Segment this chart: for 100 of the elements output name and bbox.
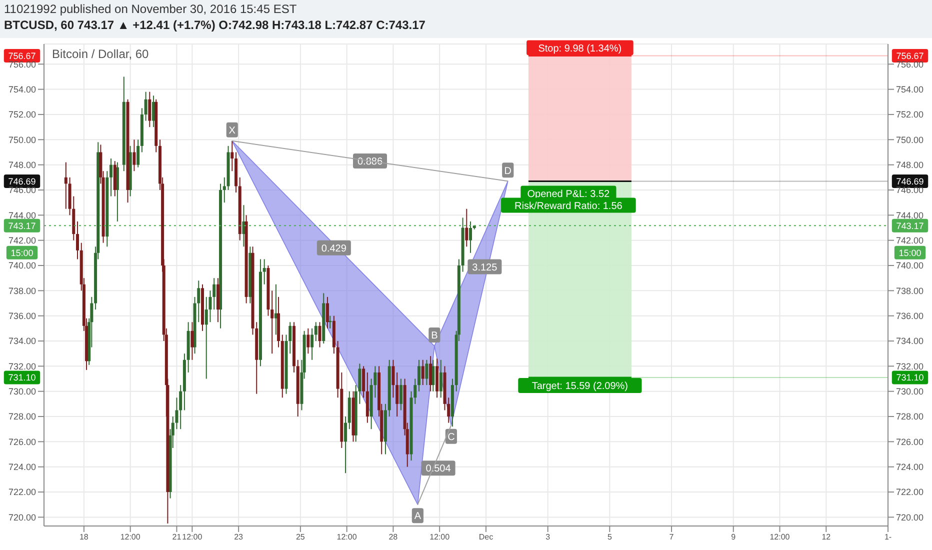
ref-line-label: 746.69 [896,176,924,187]
x-tick-label: 7 [669,532,674,542]
y2-tick-label: 726.00 [896,436,924,447]
y-tick-label: 752.00 [8,110,36,120]
candlestick [318,322,322,348]
y-tick-label: 740.00 [8,260,36,271]
text: 15:00 [898,248,922,258]
x-tick-label: 28 [388,532,398,542]
x-tick-label: 3 [546,532,551,542]
y-tick-label: 754.00 [8,84,36,94]
y-tick-label: 732.00 [8,361,36,372]
band-label: Stop: 9.98 (1.34%) [538,43,622,54]
x-tick-label: 12:00 [770,532,790,542]
annotation: A [414,511,422,522]
candlestick [230,140,234,172]
y-tick-label: 750.00 [8,134,36,145]
chart-title: Bitcoin / Dollar, 60 [52,47,150,61]
candlestick [242,204,246,248]
annotation: Opened P&L: 3.52 [527,188,610,200]
candlestick [469,220,472,254]
y2-tick-label: 736.00 [896,311,924,322]
y2-tick-label: 750.00 [896,134,924,145]
y2-tick-label: 756.00 [896,59,924,70]
x-tick-label: Dec [478,532,494,542]
y2-tick-label: 720.00 [896,512,924,522]
candlestick [392,359,395,398]
y2-tick-label: 734.00 [896,336,924,346]
annotation: 0.429 [321,243,347,254]
band-label: Target: 15.59 (2.09%) [532,381,628,392]
x-tick-label: 21 [172,532,182,542]
x-tick-label: 5 [607,532,612,542]
x-tick-label: 23 [234,532,244,542]
text: 746.69 [8,176,36,187]
text: 756.67 [8,50,36,61]
y-tick-label: 748.00 [8,160,36,170]
text: 743.17 [896,220,924,231]
y2-tick-label: 738.00 [896,286,924,296]
candlestick [314,322,318,342]
annotation: 3.125 [472,262,498,274]
candlestick [344,416,348,474]
y-tick-label: 742.00 [8,236,36,246]
candlestick [222,176,226,204]
y2-tick-label: 752.00 [896,110,924,120]
y-tick-label: 756.00 [8,59,36,70]
y2-tick-label: 724.00 [896,462,924,472]
candlestick [110,158,113,197]
y-tick-label: 722.00 [8,487,36,498]
candlestick [396,372,399,418]
candlestick [144,91,148,122]
annotation: B [431,330,438,342]
candlestick [399,378,402,411]
y-tick-label: 724.00 [8,462,36,472]
candlestick [132,139,136,172]
y2-tick-label: 732.00 [896,361,924,372]
y-tick-label: 726.00 [8,436,36,447]
x-tick-label: 12:00 [120,532,141,542]
candlestick [262,258,266,285]
candlestick [64,162,68,210]
candlestick [76,220,79,260]
x-tick-label: 25 [296,532,306,542]
candlestick [417,359,420,392]
candlestick [439,359,442,398]
y-tick-label: 736.00 [8,311,36,322]
ref-line-label: 743.17 [8,220,36,231]
candlestick [306,328,310,354]
candlestick [179,384,182,430]
text: 731.10 [8,372,36,383]
x-tick-label: 9 [731,532,736,542]
y2-tick-label: 722.00 [896,487,924,498]
y-tick-label: 728.00 [8,412,36,422]
y-tick-label: 734.00 [8,336,36,346]
candlestick [270,290,274,354]
x-tick-label: 18 [79,532,89,542]
x-tick-label: 12 [822,532,832,542]
annotation: D [504,166,512,177]
candlestick [310,328,314,360]
candlestick [362,366,366,398]
y2-tick-label: 730.00 [896,386,924,397]
chart-subtitle: 11021992 published on November 30, 2016 15:45 EST [4,2,298,16]
y2-tick-label: 740.00 [896,260,924,271]
annotation: 0.504 [426,464,452,475]
candlestick [190,322,194,360]
y-tick-label: 738.00 [8,286,36,296]
candlestick [465,208,468,248]
annotation: X [228,126,236,137]
candlestick [288,322,292,354]
ref-line-label: 731.10 [896,372,924,383]
x-tick-label: 12:00 [336,532,358,542]
candlestick [421,359,424,386]
candlestick [425,359,428,386]
y2-tick-label: 728.00 [896,412,924,422]
candlestick [326,296,329,329]
text: BTCUSD, 60 743.17 ▲ +12.41 (+1.7%) O:742.98 H:743.18 L:742.87 C:743.17 [4,18,426,32]
candlestick [212,278,216,310]
x-tick-label: 12:00 [430,532,450,542]
x-tick-label: 1- [884,532,892,542]
y-tick-label: 744.00 [8,210,36,220]
candlestick [429,356,432,392]
y2-tick-label: 754.00 [896,84,924,94]
candlestick [414,378,417,404]
